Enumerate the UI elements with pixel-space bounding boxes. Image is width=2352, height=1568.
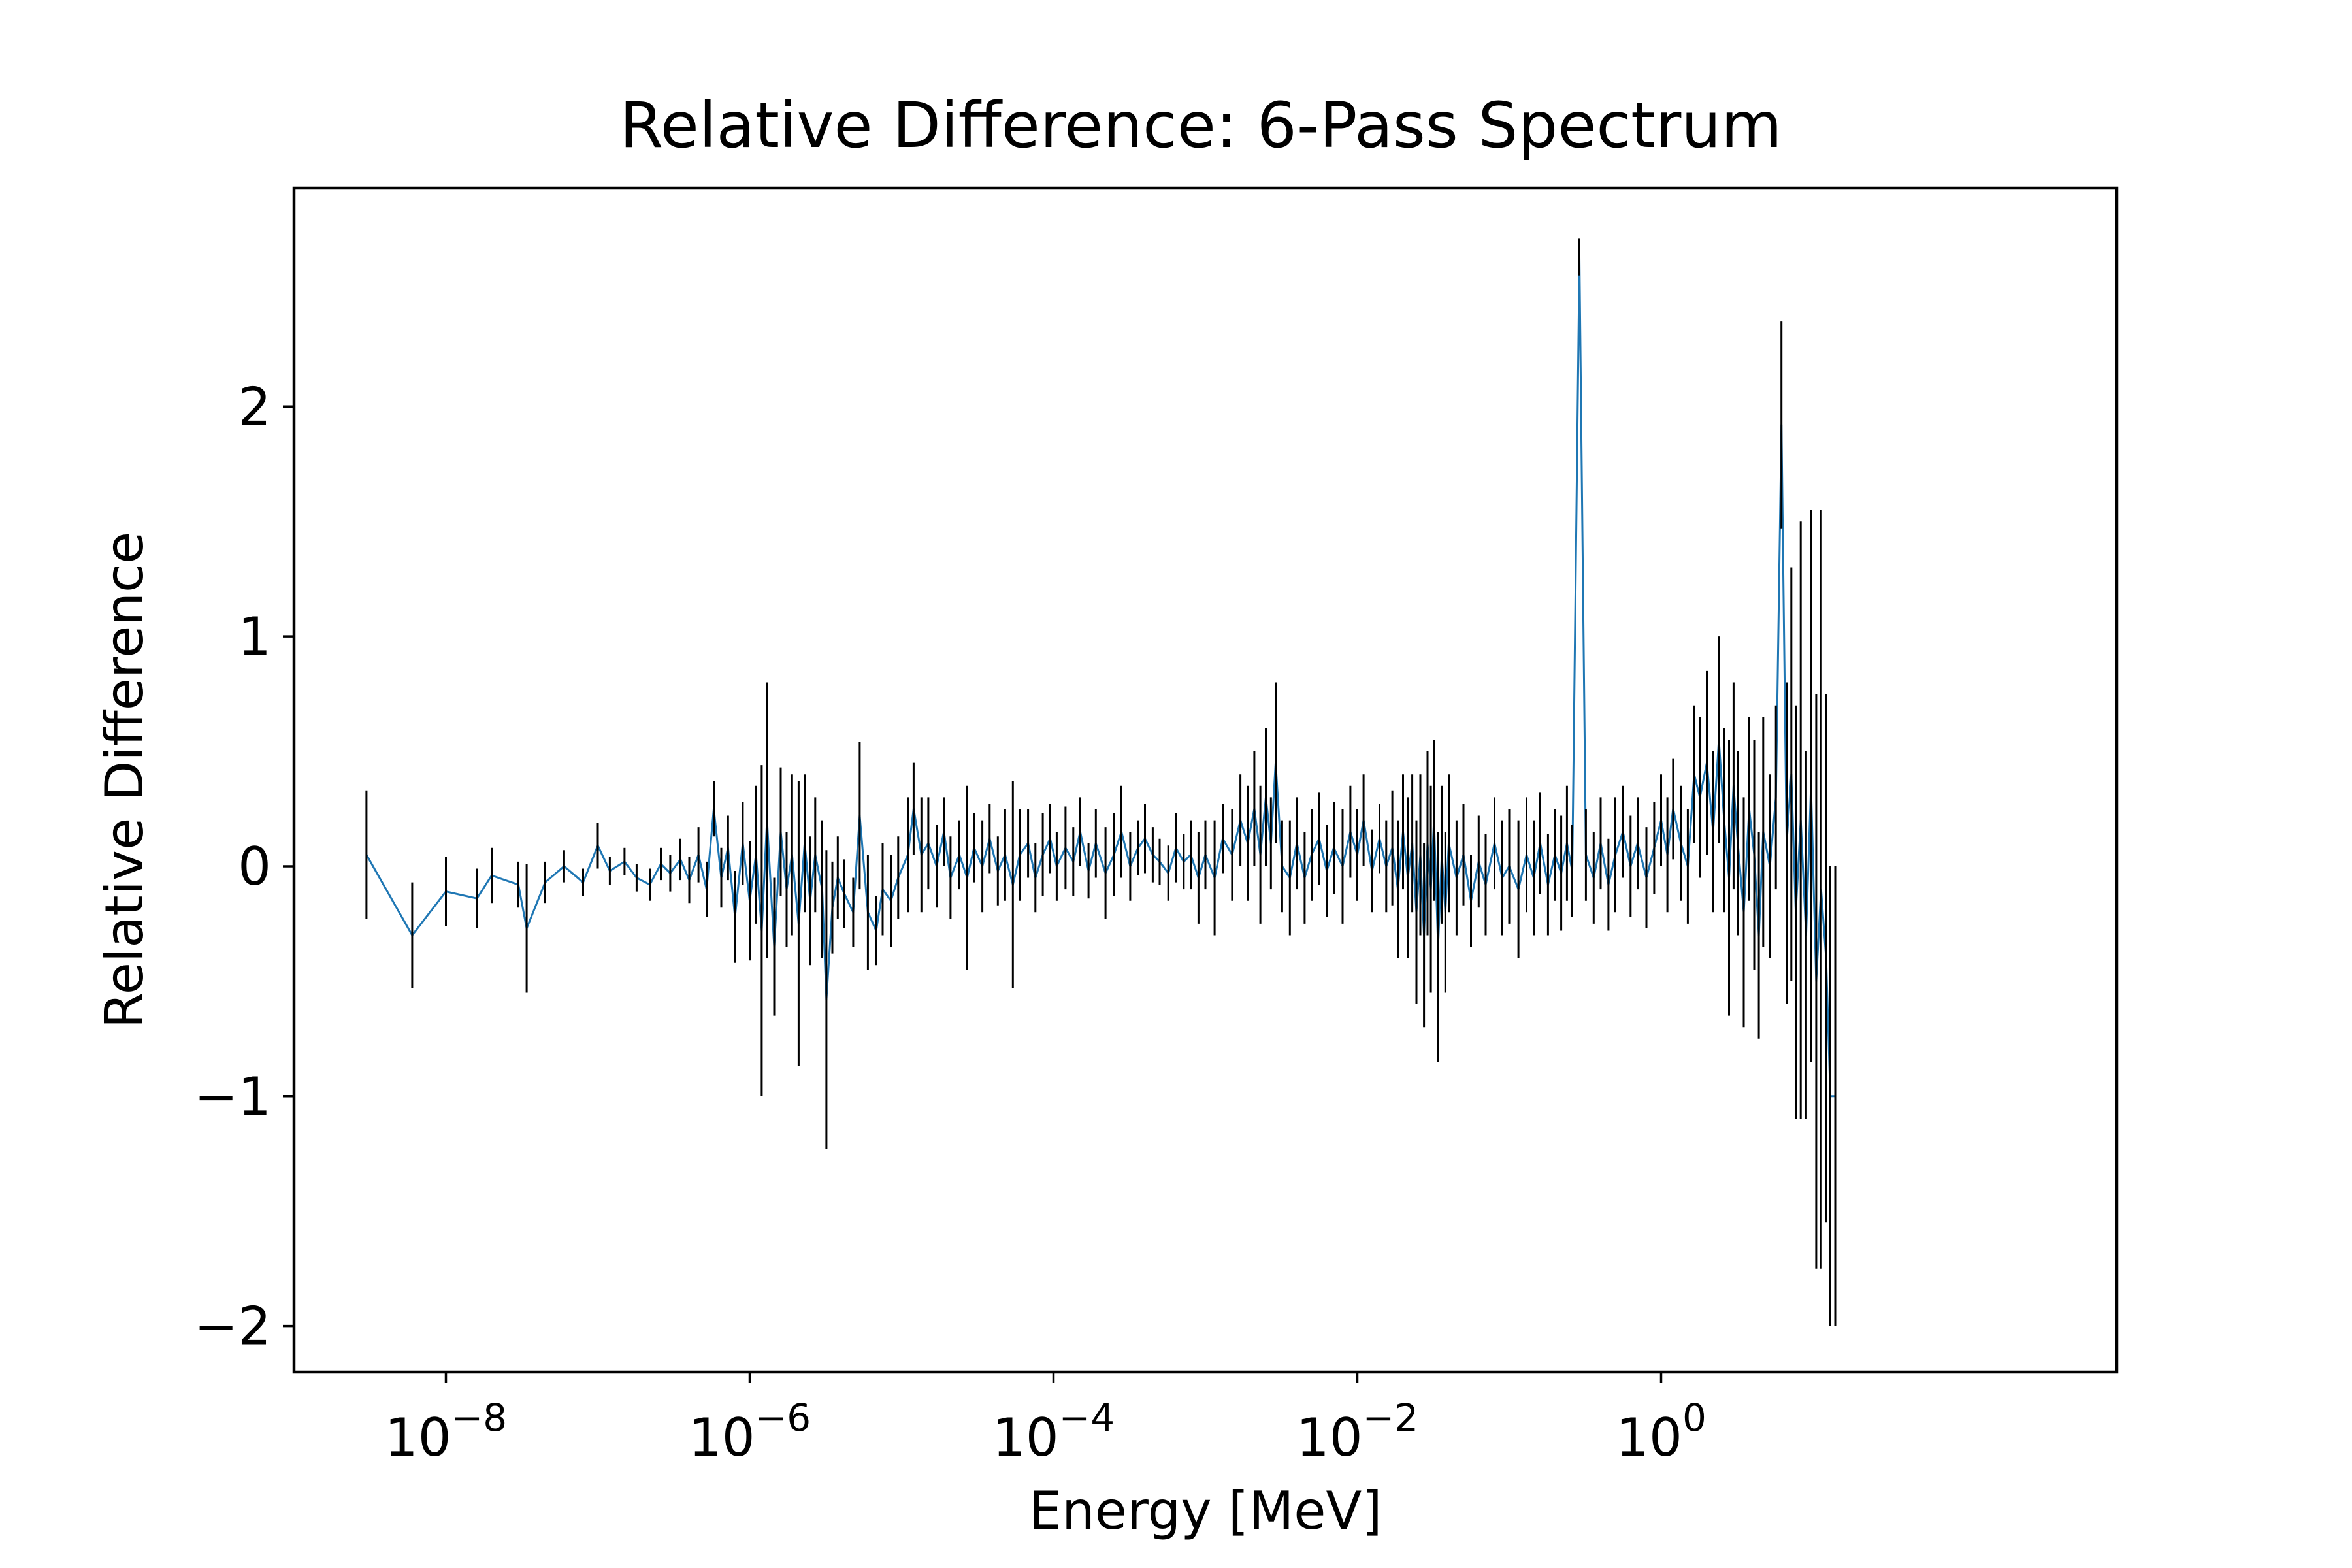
x-tick-label: 10−8 <box>385 1396 507 1468</box>
x-tick-label: 10−2 <box>1296 1396 1418 1468</box>
y-tick-label: −2 <box>194 1296 271 1357</box>
y-tick-label: 0 <box>238 836 271 897</box>
y-tick-label: 1 <box>238 606 271 667</box>
y-axis-label: Relative Difference <box>94 532 155 1028</box>
chart-title: Relative Difference: 6-Pass Spectrum <box>619 89 1782 162</box>
y-tick-label: −1 <box>194 1066 271 1127</box>
y-tick-label: 2 <box>238 376 271 437</box>
axes-frame <box>292 186 2119 1374</box>
plot-area <box>365 238 1837 1326</box>
axis-ticks: 10−8 10−6 10−4 10−2 100 2 1 0 −1 −2 <box>194 376 1707 1468</box>
x-axis-label: Energy [MeV] <box>1029 1480 1382 1541</box>
x-tick-label: 10−4 <box>992 1396 1115 1468</box>
x-tick-label: 100 <box>1616 1396 1707 1468</box>
x-tick-label: 10−6 <box>689 1396 811 1468</box>
